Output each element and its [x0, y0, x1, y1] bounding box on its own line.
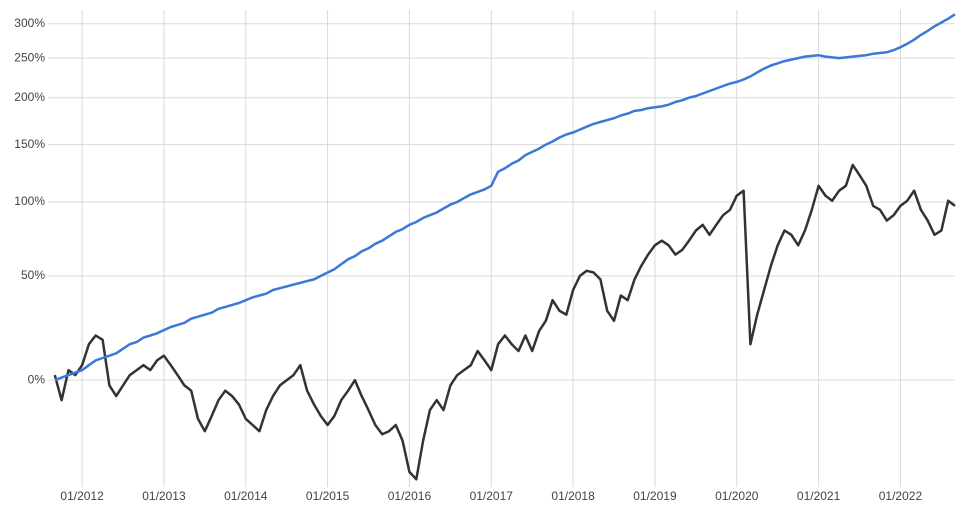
x-tick-label: 01/2012 [60, 489, 104, 503]
y-tick-label: 50% [21, 268, 45, 282]
x-tick-label: 01/2022 [879, 489, 923, 503]
x-tick-label: 01/2014 [224, 489, 268, 503]
y-tick-label: 100% [14, 194, 45, 208]
x-tick-label: 01/2013 [142, 489, 186, 503]
series-line [53, 163, 956, 481]
y-tick-label: 200% [14, 90, 45, 104]
x-tick-label: 01/2016 [388, 489, 432, 503]
y-tick-label: 300% [14, 16, 45, 30]
series-line [54, 13, 956, 382]
x-tick-label: 01/2015 [306, 489, 350, 503]
x-tick-label: 01/2021 [797, 489, 841, 503]
y-tick-label: 150% [14, 137, 45, 151]
x-tick-label: 01/2018 [551, 489, 595, 503]
x-tick-label: 01/2017 [470, 489, 514, 503]
x-tick-label: 01/2019 [633, 489, 677, 503]
y-tick-label: 250% [14, 50, 45, 64]
y-tick-label: 0% [28, 372, 46, 386]
x-tick-label: 01/2020 [715, 489, 759, 503]
